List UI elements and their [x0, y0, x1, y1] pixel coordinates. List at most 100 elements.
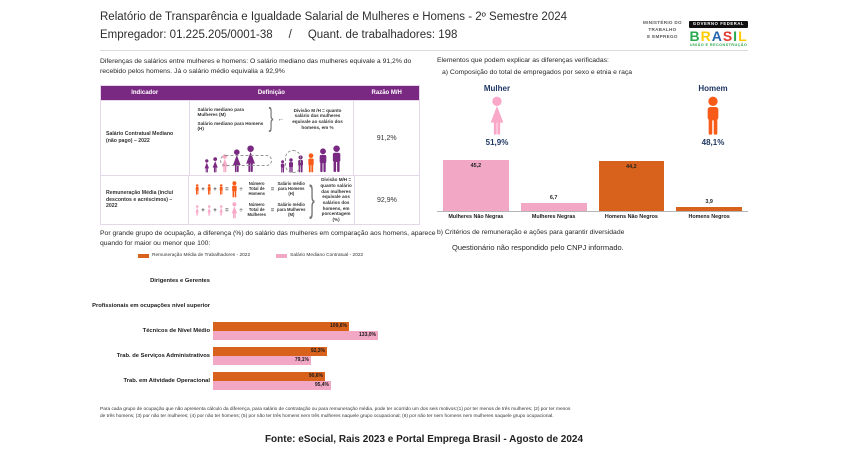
legend-label: Salário Mediano Contratual - 2022: [290, 253, 364, 258]
person-icon: [195, 184, 199, 195]
composition-bar: 6,7: [520, 155, 587, 211]
logo-tagline: UNIÃO E RECONSTRUÇÃO: [689, 43, 748, 48]
composition-bar: 3,9: [676, 155, 742, 211]
brand-letter: L: [738, 28, 748, 44]
plus-sign: +: [201, 186, 205, 193]
person-icon: [207, 184, 211, 195]
composition-chart-bars: 45,2 6,7 44,2 3,9: [437, 155, 748, 212]
occupation-bars: 92,3% 79,1%: [213, 346, 327, 365]
population-figures: [190, 139, 354, 173]
equals-sign: =: [225, 186, 229, 193]
occupation-intro-text: Por grande grupo de ocupação, a diferenç…: [100, 230, 436, 247]
mulher-label: Mulher: [483, 84, 511, 93]
occupation-chart: Dirigentes e Gerentes Profissionais em oc…: [92, 268, 440, 393]
definition-cell: + + = ÷ Número Total de Homens = Salário…: [187, 176, 355, 224]
legend-label: Remuneração Média de Trabalhadores - 202…: [152, 253, 251, 258]
occupation-label: Dirigentes e Gerentes: [150, 277, 210, 284]
occupation-row: Trab. de Serviços Administrativos 92,3% 79…: [100, 343, 440, 368]
bar-fill: 92,3%: [213, 346, 327, 356]
bar-value-label: 45,2: [470, 163, 482, 169]
questionnaire-note: Questionário não respondido pelo CNPJ in…: [452, 243, 624, 252]
brace-glyph: }: [309, 178, 316, 220]
divide-sign: ÷: [239, 207, 243, 214]
person-icon: [333, 145, 341, 173]
occupation-row: Dirigentes e Gerentes: [100, 268, 440, 293]
brand-letter: I: [733, 28, 739, 44]
women-average-label: Salário médio para Mulheres (M): [277, 202, 306, 217]
occupation-label: Trab. de Serviços Administrativos: [116, 352, 210, 359]
table-row: Salário Contratual Mediano (não pago) – …: [101, 100, 419, 175]
bar-fill: 95,4%: [213, 380, 331, 390]
person-icon: [204, 159, 209, 173]
median-band-men: [284, 150, 301, 173]
explain-heading: Elementos que podem explicar as diferenç…: [437, 57, 609, 64]
bar-fill: 109,6%: [213, 321, 349, 331]
item-a-heading: a) Composição do total de empregados por…: [442, 69, 633, 76]
person-icon: [231, 202, 237, 219]
item-b-heading: b) Critérios de remuneração e ações para…: [437, 229, 625, 236]
brace-glyph: }: [268, 103, 273, 134]
salary-difference-text: Diferenças de salários entre mulheres e …: [100, 58, 412, 75]
col-header-definicao: Definição: [257, 90, 285, 96]
employer-line: Empregador: 01.225.205/0001-38 / Quant. …: [100, 29, 457, 41]
person-icon: [219, 184, 223, 195]
bar-category-label: Homens Negros: [688, 214, 730, 220]
bar-fill: 79,1%: [213, 355, 311, 365]
brand-letter: R: [700, 28, 712, 44]
chart-legend: Remuneração Média de Trabalhadores - 202…: [138, 253, 363, 258]
person-icon: [195, 205, 199, 216]
brand-letter: A: [711, 28, 723, 44]
ratio-value: 92,9%: [377, 196, 397, 204]
occupation-label: Técnicos de Nível Médio: [142, 327, 210, 334]
median-women-label: Salário mediano para Mulheres (M): [197, 107, 244, 117]
plus-sign: +: [201, 207, 205, 214]
legend-swatch: [276, 253, 288, 258]
composition-bar: 44,2: [598, 155, 665, 211]
governo-federal-label: GOVERNO FEDERAL: [688, 20, 749, 28]
brasil-logo: GOVERNO FEDERAL BRASIL UNIÃO E RECONSTRU…: [688, 13, 749, 48]
indicator-cell: Salário Contratual Mediano (não pago) – …: [106, 131, 174, 144]
government-logo: MINISTÉRIO DO TRABALHO E EMPREGO GOVERNO F…: [643, 13, 749, 48]
table-header-row: Indicador Definição Razão M/H: [101, 86, 419, 100]
legend-item: Salário Mediano Contratual - 2022: [276, 253, 363, 258]
occupation-row: Profissionais em ocupações nível superio…: [92, 293, 440, 318]
female-icon: [490, 96, 504, 135]
occupation-bars: 109,6% 133,0%: [213, 321, 378, 340]
bar-category-label: Mulheres Negras: [531, 214, 576, 220]
brand-letter: S: [722, 28, 734, 44]
col-header-razao: Razão M/H: [371, 90, 402, 96]
indicator-table: Indicador Definição Razão M/H Salário Co…: [100, 85, 420, 225]
median-men-label: Salário mediano para Homens (H): [197, 121, 264, 131]
division-note: Divisão M/H = quanto salário das mulhere…: [320, 177, 352, 223]
men-total-label: Número Total de Homens: [248, 181, 265, 196]
bar-category-label: Mulheres Não Negras: [448, 214, 504, 220]
person-icon: [231, 181, 237, 198]
plus-sign: +: [213, 207, 217, 214]
legend-swatch: [138, 253, 149, 258]
composition-chart: 45,2 6,7 44,2 3,9 Mulheres Não Negras Mulher…: [437, 155, 748, 220]
equals-sign: =: [270, 207, 275, 214]
person-icon: [219, 205, 223, 216]
men-average-equation: + + = ÷ Número Total de Homens = Salário…: [195, 181, 306, 198]
bar-fill: [676, 207, 742, 211]
bar-fill: 90,6%: [213, 371, 325, 381]
bar-fill: [598, 161, 665, 211]
person-icon: [207, 205, 211, 216]
ministry-label: MINISTÉRIO DO TRABALHO E EMPREGO: [643, 20, 682, 40]
ratio-value: 91,2%: [376, 134, 397, 142]
median-band-women: [219, 155, 272, 166]
bar-fill: 133,0%: [213, 330, 378, 340]
homem-percentage: 48,1%: [701, 138, 725, 147]
male-icon: [707, 96, 719, 135]
equals-sign: =: [225, 207, 229, 214]
bar-category-label: Homens Não Negros: [604, 214, 658, 220]
bar-value-label: 44,2: [626, 164, 637, 170]
brasil-wordmark: BRASIL: [689, 28, 748, 44]
bar-value-label: 6,7: [549, 195, 558, 201]
source-text: Fonte: eSocial, Rais 2023 e Portal Empre…: [264, 434, 584, 445]
bar-value-label: 3,9: [705, 199, 713, 205]
division-note: Divisão M /H = quanto salário das mulher…: [292, 107, 343, 130]
bar-fill: [443, 160, 509, 211]
mulher-percentage: 51,9%: [485, 138, 509, 147]
composition-chart-categories: Mulheres Não Negras Mulheres Negras Homens…: [437, 214, 748, 220]
